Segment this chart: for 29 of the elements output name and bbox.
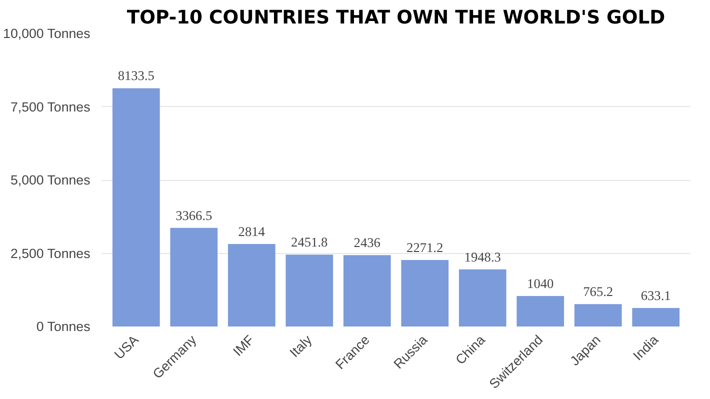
y-tick-label: 0 Tonnes	[36, 319, 91, 334]
data-label: 3366.5	[176, 208, 213, 223]
bar	[458, 269, 506, 326]
data-label: 1948.3	[464, 249, 502, 264]
bar	[516, 296, 564, 326]
chart-title: TOP-10 COUNTRIES THAT OWN THE WORLD'S GOLD	[126, 8, 666, 28]
y-tick-label: 5,000 Tonnes	[10, 172, 91, 188]
bar	[401, 260, 449, 326]
data-label: 2451.8	[291, 234, 328, 250]
x-tick-label: USA	[111, 332, 142, 362]
bar	[286, 254, 334, 326]
data-label: 633.1	[640, 288, 671, 303]
x-tick-label: IMF	[230, 332, 257, 360]
bar	[343, 255, 391, 326]
data-label: 1040	[527, 276, 554, 292]
bar	[228, 244, 276, 326]
y-tick-label: 10,000 Tonnes	[3, 26, 91, 41]
bar	[170, 228, 218, 326]
y-tick-label: 2,500 Tonnes	[10, 246, 91, 261]
data-label: 2436	[354, 235, 381, 250]
bar	[632, 308, 680, 326]
data-label: 765.2	[583, 284, 614, 300]
x-tick-label: Italy	[286, 332, 315, 360]
data-label: 8133.5	[118, 68, 155, 84]
bar	[574, 304, 622, 326]
data-label: 2271.2	[406, 240, 444, 255]
data-label: 2814	[238, 224, 266, 240]
y-tick-label: 7,500 Tonnes	[10, 99, 91, 114]
bar	[112, 88, 160, 326]
